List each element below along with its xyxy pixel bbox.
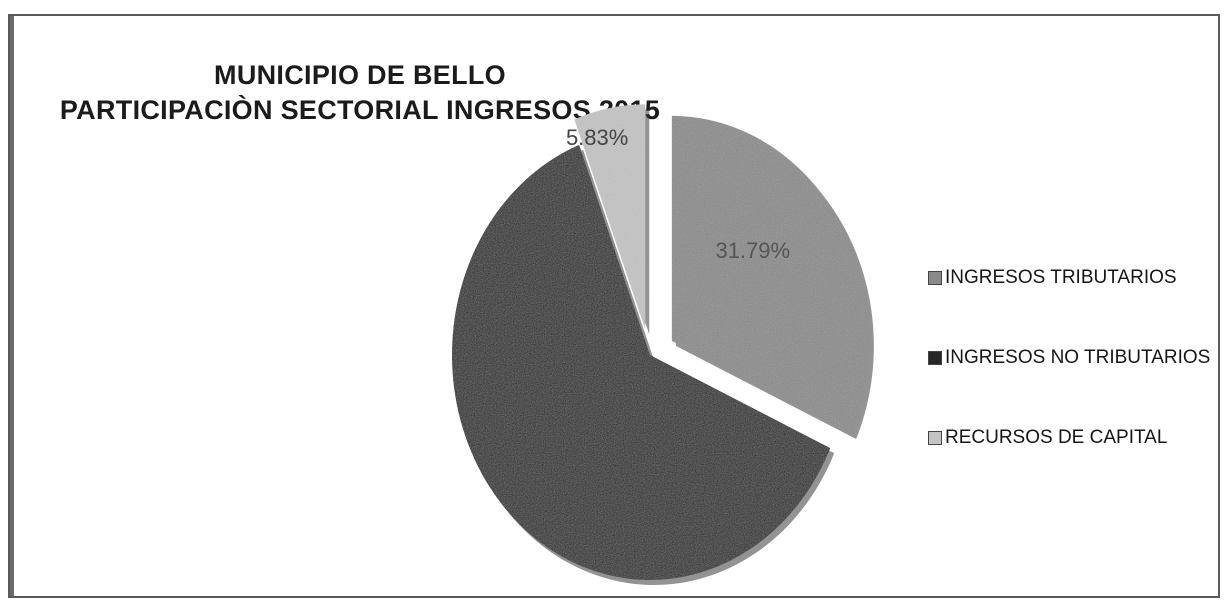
legend-label-no-tributarios: INGRESOS NO TRIBUTARIOS (945, 347, 1211, 368)
legend-label-capital: RECURSOS DE CAPITAL (945, 427, 1168, 448)
pie-slice-no-tributarios (452, 144, 831, 580)
legend-item-capital: RECURSOS DE CAPITAL (928, 427, 1167, 449)
legend-swatch-no-tributarios (928, 351, 942, 365)
chart-frame (8, 14, 1220, 598)
chart-title-line-1: MUNICIPIO DE BELLO (214, 60, 506, 90)
legend-swatch-capital (928, 431, 942, 445)
legend-swatch-tributarios (928, 271, 942, 285)
chart-title: MUNICIPIO DE BELLO PARTICIPACIÒN SECTORI… (40, 58, 680, 128)
data-label-capital: 5.83% (566, 125, 628, 150)
legend-item-no-tributarios: INGRESOS NO TRIBUTARIOS (928, 347, 1210, 369)
legend-label-tributarios: INGRESOS TRIBUTARIOS (945, 267, 1177, 288)
pie-slice-capital (574, 104, 646, 330)
chart-title-line-2: PARTICIPACIÒN SECTORIAL INGRESOS 2015 (59, 95, 661, 125)
legend-item-tributarios: INGRESOS TRIBUTARIOS (928, 267, 1177, 289)
data-label-tributarios: 31.79% (715, 238, 790, 263)
pie-slice-tributarios (671, 115, 870, 435)
